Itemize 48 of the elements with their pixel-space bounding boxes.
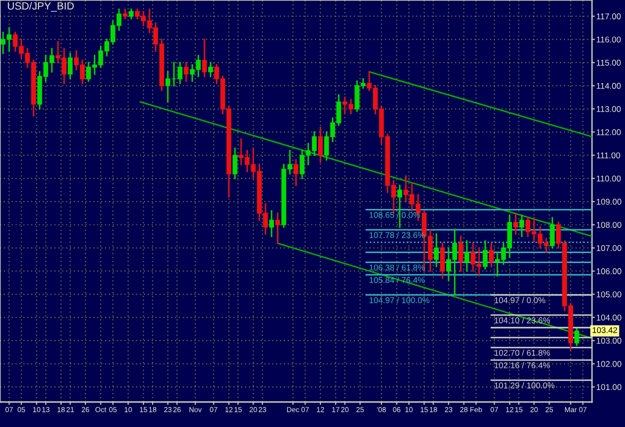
candlestick [574,328,580,346]
chart-title: USD/JPY_BID [8,2,74,12]
candlestick [488,242,494,268]
series-label: 102.70 / 61.8% [494,350,550,356]
y-tick-label: 114.00 [596,82,621,89]
candlestick [550,217,555,249]
y-tick-label: 104.00 [596,314,622,321]
series-label: 101.29 / 100.0% [494,382,554,388]
candlestick [397,184,402,228]
y-tick-label: 101.00 [596,384,622,390]
candlestick [294,159,298,186]
candlestick [318,126,323,163]
candlestick [208,62,213,78]
y-tick-label: 111.00 [596,152,620,158]
series-label: 102.16 / 76.4% [494,362,550,368]
y-tick-label: 108.00 [596,222,622,228]
y-tick-label: 116.00 [596,36,621,42]
candlestick [232,148,238,180]
y-tick-label: 115.00 [596,60,621,66]
series-label: 105.84 / 76.4% [370,276,425,283]
y-tick-label: 109.00 [596,198,622,205]
candlestick [184,62,189,82]
y-tick-label: 107.00 [596,245,622,252]
y-tick-label: 106.00 [596,268,622,274]
candlestick [128,8,134,20]
series-label: 104.97 / 0.0% [494,297,546,304]
y-tick-label: 112.00 [596,129,621,136]
candlestick [165,71,170,103]
candlestick [513,212,518,235]
y-tick-label: 102.00 [596,360,622,367]
y-tick-label: 113.00 [596,106,621,112]
annotation: 103.42 [592,327,618,334]
candlestick [482,240,488,270]
y-tick-label: 105.00 [596,291,622,298]
candlestick [122,8,128,20]
series-label: 104.97 / 100.0% [370,297,430,304]
candlestick [519,214,524,238]
candlestick [440,242,445,279]
candlestick [434,233,439,268]
candlestick [464,240,470,272]
candlestick [202,38,207,78]
candlestick [269,210,274,238]
y-tick-label: 103.00 [596,338,622,344]
candlestick [458,236,464,272]
candlestick [68,52,73,80]
y-tick-label: 110.00 [596,176,621,182]
candlestick [275,212,280,244]
y-tick-label: 117.00 [596,13,621,20]
